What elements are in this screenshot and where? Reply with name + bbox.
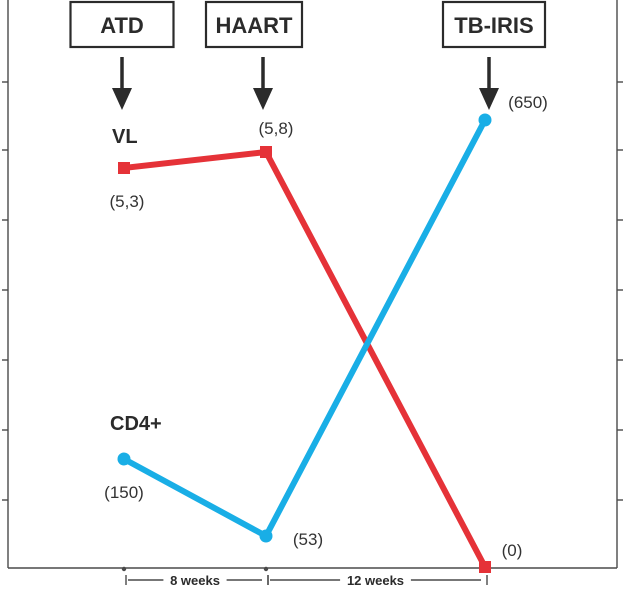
event-box — [441, 0, 547, 49]
axes — [2, 0, 623, 569]
series-name-label: CD4+ — [110, 413, 162, 435]
duration-label: 12 weeks — [347, 573, 404, 588]
axis-dot — [121, 566, 127, 572]
series-name-label: VL — [112, 126, 138, 148]
series-lines — [117, 113, 492, 573]
duration-bracket: 12 weeks — [263, 566, 488, 588]
point-label: (5,3) — [110, 192, 145, 211]
square-marker — [479, 561, 491, 573]
arrow-down-icon — [253, 88, 273, 110]
duration-label: 8 weeks — [170, 573, 220, 588]
arrow-down-icon — [479, 88, 499, 110]
circle-marker — [259, 529, 273, 543]
arrow-down-icon — [112, 88, 132, 110]
event-label: TB-IRIS — [454, 13, 533, 38]
event-box — [69, 0, 175, 49]
event-label: HAART — [216, 13, 294, 38]
duration-brackets: 8 weeks 12 weeks — [121, 566, 488, 588]
series-vl — [118, 146, 491, 573]
series-cd4 — [117, 113, 492, 543]
point-label: (53) — [293, 530, 323, 549]
event-atd: ATD — [69, 0, 175, 110]
data-labels: (5,3) (5,8) (0) VL (150) (53) (650) CD4+ — [104, 93, 548, 560]
event-box — [204, 0, 304, 49]
series-line — [121, 117, 488, 539]
square-marker — [118, 162, 130, 174]
circle-marker — [117, 452, 131, 466]
series-line — [121, 149, 488, 570]
event-haart: HAART — [204, 0, 304, 110]
axis-dot — [263, 566, 269, 572]
square-marker — [260, 146, 272, 158]
duration-bracket: 8 weeks — [121, 566, 269, 588]
circle-marker — [478, 113, 492, 127]
event-label: ATD — [100, 13, 144, 38]
point-label: (650) — [508, 93, 548, 112]
event-markers: ATD HAART TB-IRIS — [69, 0, 547, 110]
point-label: (5,8) — [259, 119, 294, 138]
point-label: (150) — [104, 483, 144, 502]
point-label: (0) — [502, 541, 523, 560]
event-tb-iris: TB-IRIS — [441, 0, 547, 110]
